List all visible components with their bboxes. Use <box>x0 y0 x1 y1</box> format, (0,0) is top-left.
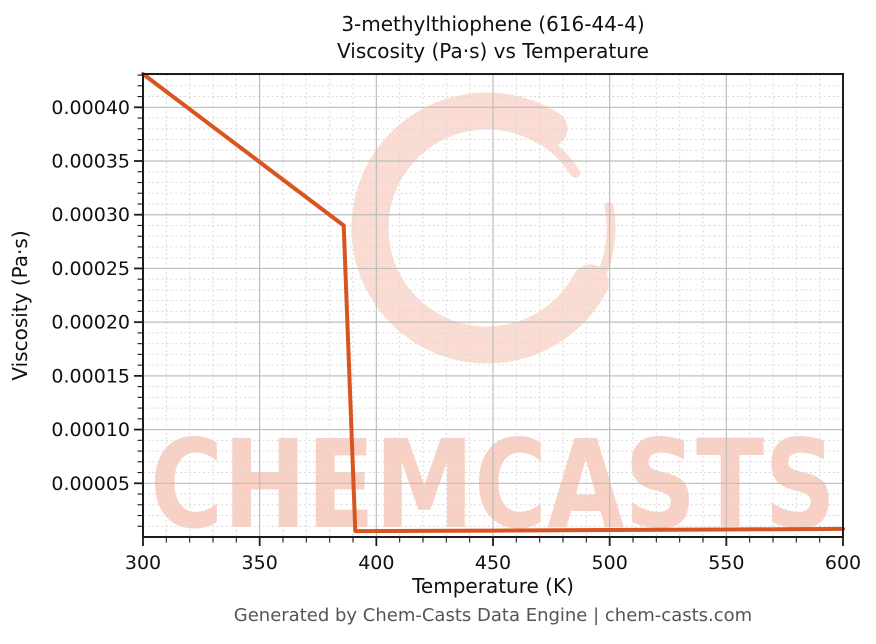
y-tick-label: 0.00030 <box>51 204 130 226</box>
y-tick-label: 0.00005 <box>51 473 130 495</box>
watermark-logo-ring <box>351 92 609 364</box>
x-tick-label: 350 <box>242 552 278 574</box>
y-tick-label: 0.00020 <box>51 312 130 334</box>
ticks: 300 350 400 450 500 550 600 0.00005 0.00010 0.000… <box>51 74 861 574</box>
chart-title: 3-methylthiophene (616-44-4) Viscosity (… <box>143 11 843 65</box>
x-tick-label: 450 <box>475 552 511 574</box>
x-tick-label: 500 <box>592 552 628 574</box>
data-line-viscosity <box>141 72 845 534</box>
y-tick-label: 0.00040 <box>51 97 130 119</box>
x-axis-label: Temperature (K) <box>411 574 574 598</box>
x-tick-label: 600 <box>825 552 861 574</box>
footer-credit: Generated by Chem-Casts Data Engine | ch… <box>233 605 753 626</box>
plot-border <box>142 73 844 538</box>
y-tick-label: 0.00015 <box>51 365 130 387</box>
x-tick-label: 400 <box>358 552 394 574</box>
chart-title-line2: Viscosity (Pa·s) vs Temperature <box>337 39 649 63</box>
chart-title-line1: 3-methylthiophene (616-44-4) <box>341 12 645 36</box>
watermark-logo-swirl-right <box>571 202 616 319</box>
y-tick-label: 0.00025 <box>51 258 130 280</box>
y-tick-label: 0.00010 <box>51 419 130 441</box>
y-tick-label: 0.00035 <box>51 151 130 173</box>
y-axis-label: Viscosity (Pa·s) <box>8 230 32 380</box>
x-tick-label: 300 <box>125 552 161 574</box>
x-tick-label: 550 <box>708 552 744 574</box>
watermark-logo-swirl-top <box>485 119 581 178</box>
